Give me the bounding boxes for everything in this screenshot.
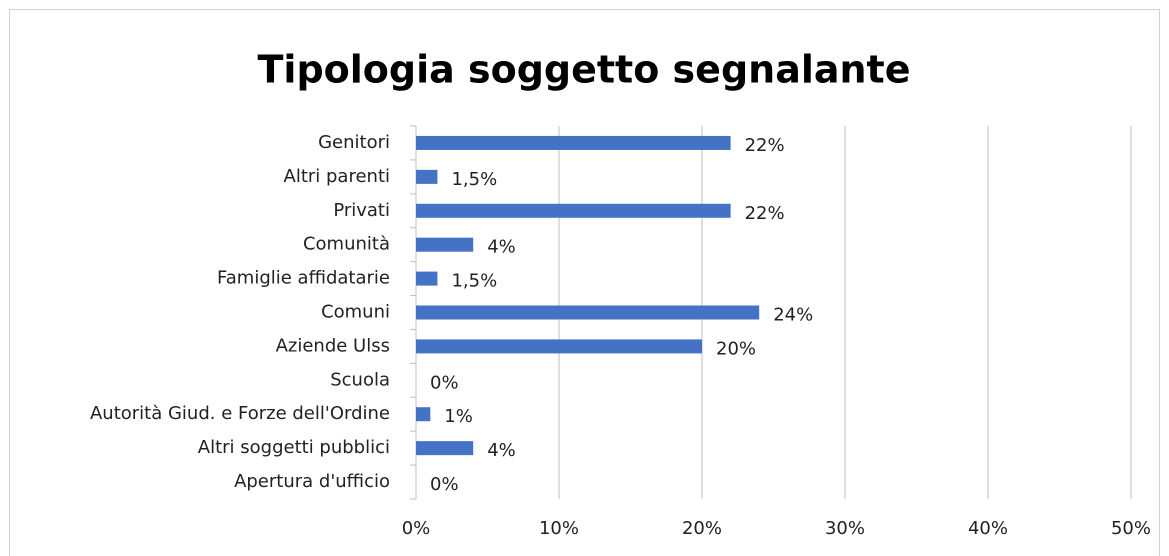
bar xyxy=(416,407,431,422)
x-tick-label: 30% xyxy=(825,518,865,539)
x-tick-label: 50% xyxy=(1111,518,1151,539)
bar xyxy=(416,135,731,150)
y-tick-label: Aziende Ulss xyxy=(276,335,390,356)
y-tick-label: Privati xyxy=(333,200,390,221)
data-label: 4% xyxy=(487,237,516,258)
data-label: 4% xyxy=(487,440,516,461)
y-tick-label: Autorità Giud. e Forze dell'Ordine xyxy=(90,403,390,424)
data-label: 20% xyxy=(716,338,756,359)
data-label: 22% xyxy=(745,203,785,224)
y-tick-label: Famiglie affidatarie xyxy=(217,268,390,289)
y-tick-label: Altri soggetti pubblici xyxy=(198,437,390,458)
bar xyxy=(416,237,474,252)
bar xyxy=(416,305,760,320)
data-label: 22% xyxy=(745,135,785,156)
bar xyxy=(416,203,731,218)
data-label: 24% xyxy=(773,305,813,326)
x-tick-label: 10% xyxy=(539,518,579,539)
x-tick-label: 20% xyxy=(682,518,722,539)
x-tick-label: 40% xyxy=(968,518,1008,539)
y-tick-label: Comunità xyxy=(303,234,390,255)
bar xyxy=(416,169,438,184)
bar xyxy=(416,271,438,286)
data-label: 1,5% xyxy=(451,271,497,292)
bar xyxy=(416,441,474,456)
chart-border xyxy=(9,9,1160,556)
y-tick-label: Genitori xyxy=(318,132,390,153)
data-label: 1% xyxy=(444,406,473,427)
y-tick-label: Comuni xyxy=(321,302,390,323)
data-label: 0% xyxy=(430,372,459,393)
data-label: 1,5% xyxy=(451,169,497,190)
data-label: 0% xyxy=(430,474,459,495)
y-tick-label: Altri parenti xyxy=(284,166,391,187)
x-tick-label: 0% xyxy=(402,518,431,539)
y-tick-label: Apertura d'ufficio xyxy=(234,471,390,492)
y-tick-label: Scuola xyxy=(330,369,390,390)
chart-title: Tipologia soggetto segnalante xyxy=(258,48,911,92)
bar xyxy=(416,339,702,354)
